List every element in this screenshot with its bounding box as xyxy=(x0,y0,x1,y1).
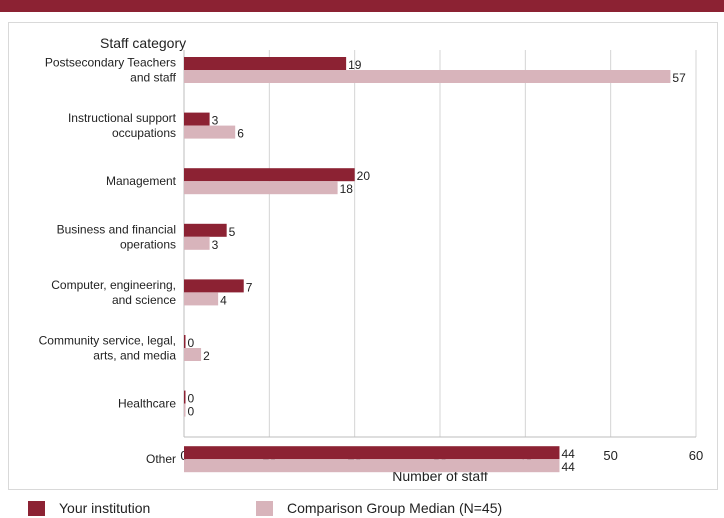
bar-s0-c5 xyxy=(184,335,186,348)
value-label-s0-c3: 5 xyxy=(229,225,236,239)
bar-s0-c0 xyxy=(184,57,347,70)
bar-s1-c6 xyxy=(184,403,186,417)
chart-legend: Your institution Comparison Group Median… xyxy=(0,496,724,518)
category-label-5-1: arts, and media xyxy=(93,349,176,363)
value-label-s0-c7: 44 xyxy=(561,447,575,461)
category-label-4-1: and science xyxy=(112,293,176,307)
x-tick-label-50: 50 xyxy=(603,448,617,463)
bar-s0-c3 xyxy=(184,223,227,237)
bar-s1-c0 xyxy=(184,70,671,83)
bar-s1-c4 xyxy=(184,292,219,306)
category-label-1-0: Instructional support xyxy=(68,111,177,125)
bar-s0-c1 xyxy=(184,112,210,126)
category-label-2-0: Management xyxy=(106,174,177,188)
category-label-7-0: Other xyxy=(146,452,176,466)
legend-swatch-comparison-median xyxy=(256,500,273,516)
value-label-s0-c0: 19 xyxy=(348,58,362,72)
legend-swatch-your-institution xyxy=(28,500,45,516)
value-label-s1-c3: 3 xyxy=(212,238,219,252)
category-label-0-1: and staff xyxy=(130,71,176,85)
bar-s1-c2 xyxy=(184,181,338,195)
value-label-s1-c5: 2 xyxy=(203,349,210,363)
chart-frame xyxy=(8,22,718,490)
category-label-5-0: Community service, legal, xyxy=(39,334,176,348)
bar-s0-c2 xyxy=(184,168,355,182)
legend-item-comparison-median: Comparison Group Median (N=45) xyxy=(256,500,502,516)
legend-label-comparison-median: Comparison Group Median (N=45) xyxy=(287,500,503,516)
legend-label-your-institution: Your institution xyxy=(59,500,151,516)
value-label-s0-c5: 0 xyxy=(188,336,195,350)
bar-s1-c3 xyxy=(184,236,210,250)
category-label-3-1: operations xyxy=(120,237,176,251)
category-label-4-0: Computer, engineering, xyxy=(51,278,176,292)
category-label-0-0: Postsecondary Teachers xyxy=(45,56,176,70)
category-label-6-0: Healthcare xyxy=(118,397,176,411)
value-label-s0-c1: 3 xyxy=(212,114,219,128)
bar-s1-c1 xyxy=(184,125,236,139)
bar-s0-c6 xyxy=(184,390,186,404)
y-axis-title: Staff category xyxy=(100,35,186,51)
value-label-s1-c1: 6 xyxy=(237,127,244,141)
bar-s1-c7 xyxy=(184,459,560,473)
value-label-s1-c2: 18 xyxy=(340,182,354,196)
bar-s1-c5 xyxy=(184,348,202,361)
category-label-3-0: Business and financial xyxy=(57,222,176,236)
value-label-s1-c4: 4 xyxy=(220,293,227,307)
category-label-1-1: occupations xyxy=(112,126,176,140)
value-label-s0-c4: 7 xyxy=(246,280,253,294)
value-label-s1-c6: 0 xyxy=(188,405,195,419)
value-label-s1-c7: 44 xyxy=(561,460,575,474)
bar-s0-c7 xyxy=(184,446,560,460)
value-label-s1-c0: 57 xyxy=(672,71,686,85)
value-label-s0-c2: 20 xyxy=(357,169,371,183)
bar-s0-c4 xyxy=(184,279,244,293)
top-accent-bar xyxy=(0,0,724,12)
legend-item-your-institution: Your institution xyxy=(28,500,150,516)
value-label-s0-c6: 0 xyxy=(188,392,195,406)
x-tick-label-60: 60 xyxy=(689,448,703,463)
